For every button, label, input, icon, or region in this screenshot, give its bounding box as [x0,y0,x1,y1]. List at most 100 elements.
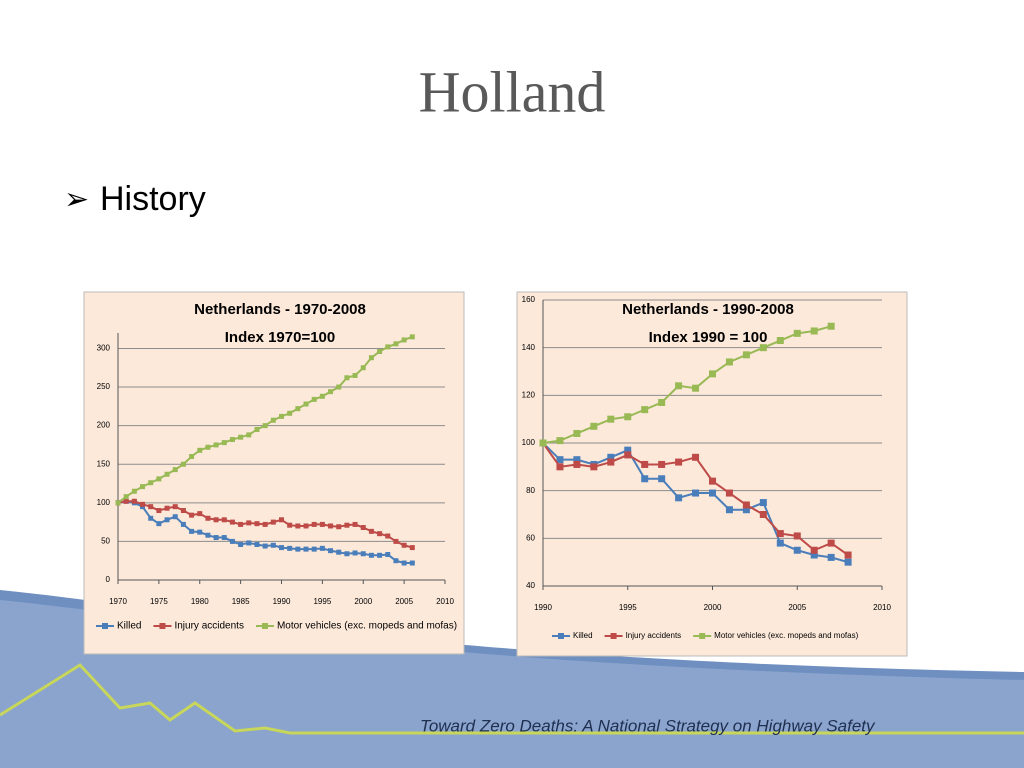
data-point [270,519,276,525]
data-point [172,467,178,473]
data-point [573,460,581,468]
data-point [590,463,598,471]
legend-label: Injury accidents [174,621,243,632]
data-point [279,413,284,419]
data-point [172,504,178,510]
data-point [810,327,818,335]
data-point [360,365,366,371]
data-point [197,529,203,535]
data-point [793,532,801,540]
data-point [148,515,154,521]
data-point [759,511,767,518]
data-point [827,322,835,330]
data-point [131,498,137,504]
legend-label: Killed [573,631,593,640]
y-tick-label: 300 [97,344,111,353]
data-point [607,453,615,461]
data-point [189,454,195,459]
data-point [238,521,244,527]
data-point [246,540,252,546]
data-point [675,382,683,390]
data-point [164,517,170,523]
chart-title: Netherlands - 1970-2008 [194,301,366,318]
data-point [205,515,211,521]
data-point [336,384,342,390]
x-tick-label: 2010 [436,597,454,606]
y-tick-label: 140 [522,343,536,352]
legend-label: Injury accidents [626,631,682,640]
data-point [658,398,666,406]
legend-marker [699,633,706,639]
data-point [229,538,235,544]
data-point [262,521,268,527]
data-point [393,538,399,544]
legend-marker [159,623,166,629]
data-point [692,453,700,461]
legend-marker [610,633,617,639]
data-point [148,504,154,510]
bullet-text: History [100,180,206,218]
data-point [368,355,374,361]
data-point [197,447,203,453]
data-point [295,546,301,552]
data-point [844,558,852,566]
data-point [303,546,309,552]
chart-subtitle: Index 1990 = 100 [649,329,768,346]
data-point [409,560,415,566]
data-point [590,422,598,430]
y-tick-label: 100 [522,438,536,447]
data-point [393,341,399,347]
data-point [776,539,784,547]
data-point [295,406,301,412]
data-point [197,511,203,517]
data-point [311,396,317,402]
data-point [827,553,835,561]
data-point [827,539,835,547]
data-point [368,552,374,558]
data-point [385,552,391,558]
x-tick-label: 2000 [704,603,722,612]
data-point [140,484,146,490]
data-point [123,494,129,500]
data-point [287,522,293,528]
data-point [319,521,325,527]
data-point [641,460,649,468]
data-point [238,541,244,547]
data-point [164,505,170,511]
legend-marker [102,623,108,629]
data-point [409,545,415,551]
y-tick-label: 80 [526,486,535,495]
data-point [385,533,391,539]
chart-background [516,291,908,657]
data-point [156,521,162,527]
legend-marker [261,623,268,629]
data-point [279,545,284,551]
data-point [344,551,350,557]
legend-label: Motor vehicles (exc. mopeds and mofas) [714,631,858,640]
data-point [205,444,211,450]
x-tick-label: 2010 [873,603,891,612]
data-point [229,519,235,525]
y-tick-label: 200 [97,421,111,430]
data-point [573,456,581,464]
data-point [270,417,276,423]
data-point [377,552,383,558]
x-tick-label: 1995 [619,603,637,612]
data-point [262,543,268,549]
data-point [221,517,227,523]
data-point [279,517,284,523]
data-point [742,351,750,359]
data-point [641,406,649,414]
data-point [556,437,564,445]
data-point [287,545,293,551]
data-point [377,531,383,537]
y-tick-label: 120 [522,390,536,399]
data-point [319,545,325,551]
y-tick-label: 40 [526,581,535,590]
legend-label: Motor vehicles (exc. mopeds and mofas) [277,621,457,632]
data-point [205,532,211,538]
data-point [709,370,716,378]
data-point [810,546,818,554]
x-tick-label: 1990 [273,597,291,606]
y-tick-label: 250 [97,382,111,391]
